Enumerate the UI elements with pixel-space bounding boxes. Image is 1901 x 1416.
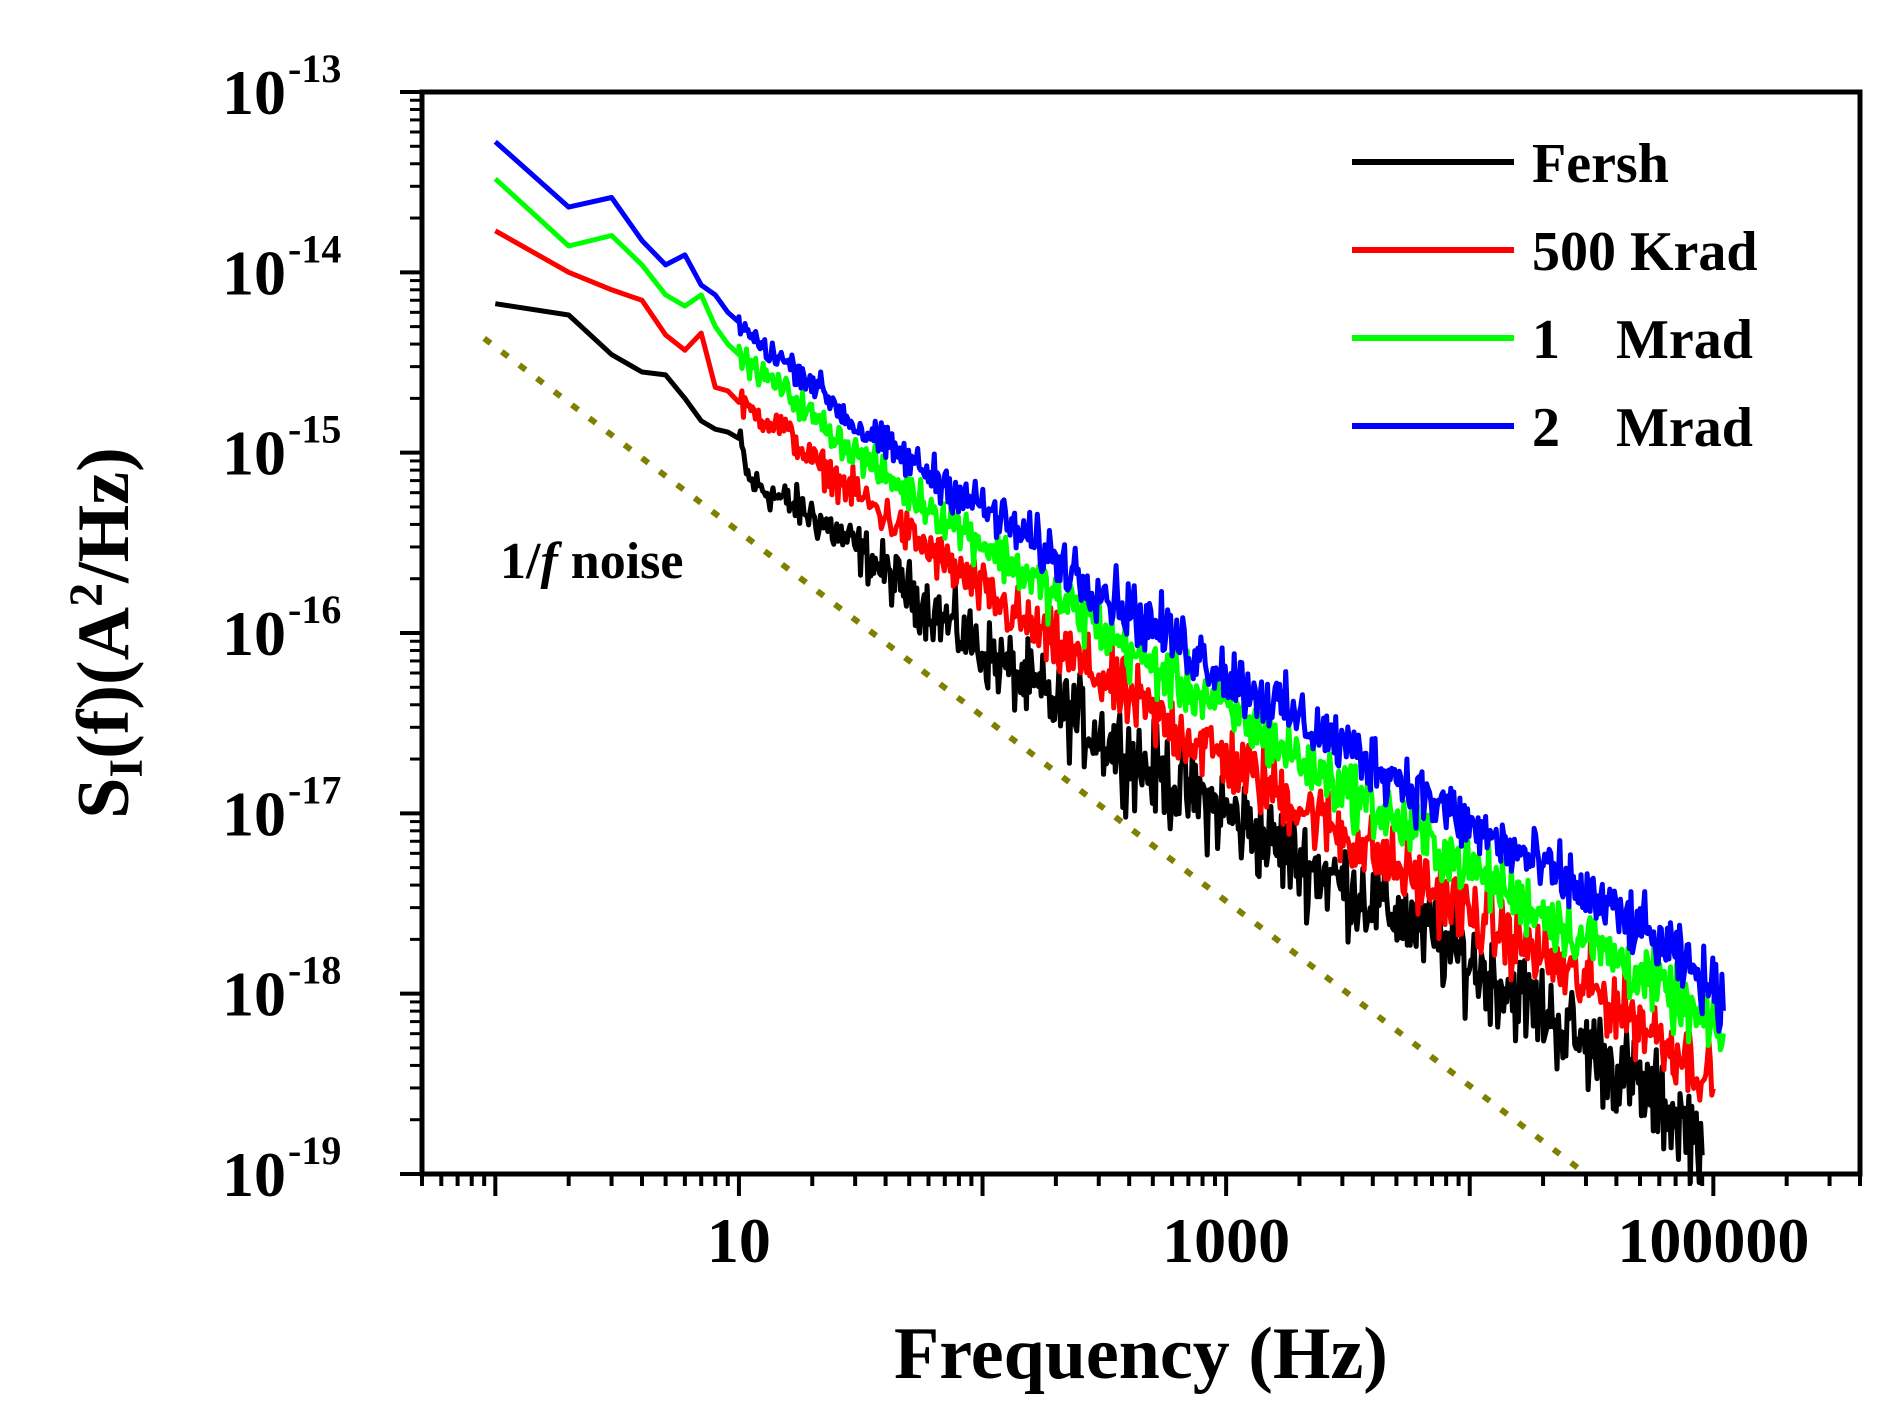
y-tick-label: 10-18 [222, 948, 341, 1030]
y-tick-label-exponent: -13 [288, 46, 341, 91]
series-line-1 [494, 228, 1716, 1103]
tick-label-layer: 10 1000 10000010-1310-1410-1510-1610-1710-… [222, 46, 1809, 1276]
legend-label: 1 Mrad [1532, 309, 1753, 371]
x-tick-label: 100000 [1617, 1205, 1809, 1276]
y-axis-title-subscript: I [100, 759, 153, 778]
y-tick-label: 10-15 [222, 407, 341, 489]
legend-label: Fersh [1532, 133, 1669, 195]
y-axis-title-end: /Hz) [63, 447, 145, 584]
y-tick-label: 10-13 [222, 46, 341, 128]
y-axis-title-rest: (f)(A [63, 607, 145, 759]
y-tick-label: 10-19 [222, 1128, 341, 1210]
y-tick-label: 10-17 [222, 767, 341, 849]
reference-line-layer [482, 336, 1588, 1177]
y-tick-label-exponent: -14 [288, 226, 341, 271]
one-over-f-reference-line [482, 336, 1588, 1177]
series-layer [493, 139, 1726, 1186]
y-tick-label-exponent: -17 [288, 767, 341, 812]
y-axis-title-superscript: 2 [60, 583, 113, 607]
y-tick-label-base: 10 [222, 418, 286, 489]
legend: Fersh 500 Krad 1 Mrad 2 Mrad [1352, 133, 1758, 459]
annotation-prefix: 1/ [500, 533, 541, 590]
legend-label: 2 Mrad [1532, 397, 1753, 459]
y-axis-title: SI(f)(A2/Hz) [60, 447, 153, 818]
annotation-italic: f [540, 533, 562, 590]
y-tick-label-base: 10 [222, 237, 286, 308]
x-axis-title: Frequency (Hz) [894, 1313, 1388, 1395]
y-tick-label: 10-14 [222, 226, 341, 308]
y-axis-title-base: S [63, 778, 145, 819]
annotation-suffix: noise [558, 533, 684, 590]
y-tick-label-base: 10 [222, 57, 286, 128]
y-tick-label-base: 10 [222, 778, 286, 849]
y-tick-label: 10-16 [222, 587, 341, 669]
series-line-3 [493, 139, 1726, 1034]
y-tick-label-base: 10 [222, 598, 286, 669]
legend-label: 500 Krad [1532, 221, 1758, 283]
tick-layer [400, 90, 1862, 1196]
one-over-f-annotation: 1/f noise [500, 533, 683, 590]
y-tick-label-base: 10 [222, 959, 286, 1030]
y-tick-label-exponent: -18 [288, 948, 341, 993]
y-tick-label-exponent: -19 [288, 1128, 341, 1173]
y-tick-label-base: 10 [222, 1139, 286, 1210]
y-tick-label-exponent: -15 [288, 407, 341, 452]
series-line-0 [494, 301, 1705, 1186]
x-tick-label: 1000 [1162, 1205, 1290, 1276]
x-tick-label: 10 [707, 1205, 771, 1276]
y-tick-label-exponent: -16 [288, 587, 341, 632]
series-line-2 [493, 176, 1726, 1053]
